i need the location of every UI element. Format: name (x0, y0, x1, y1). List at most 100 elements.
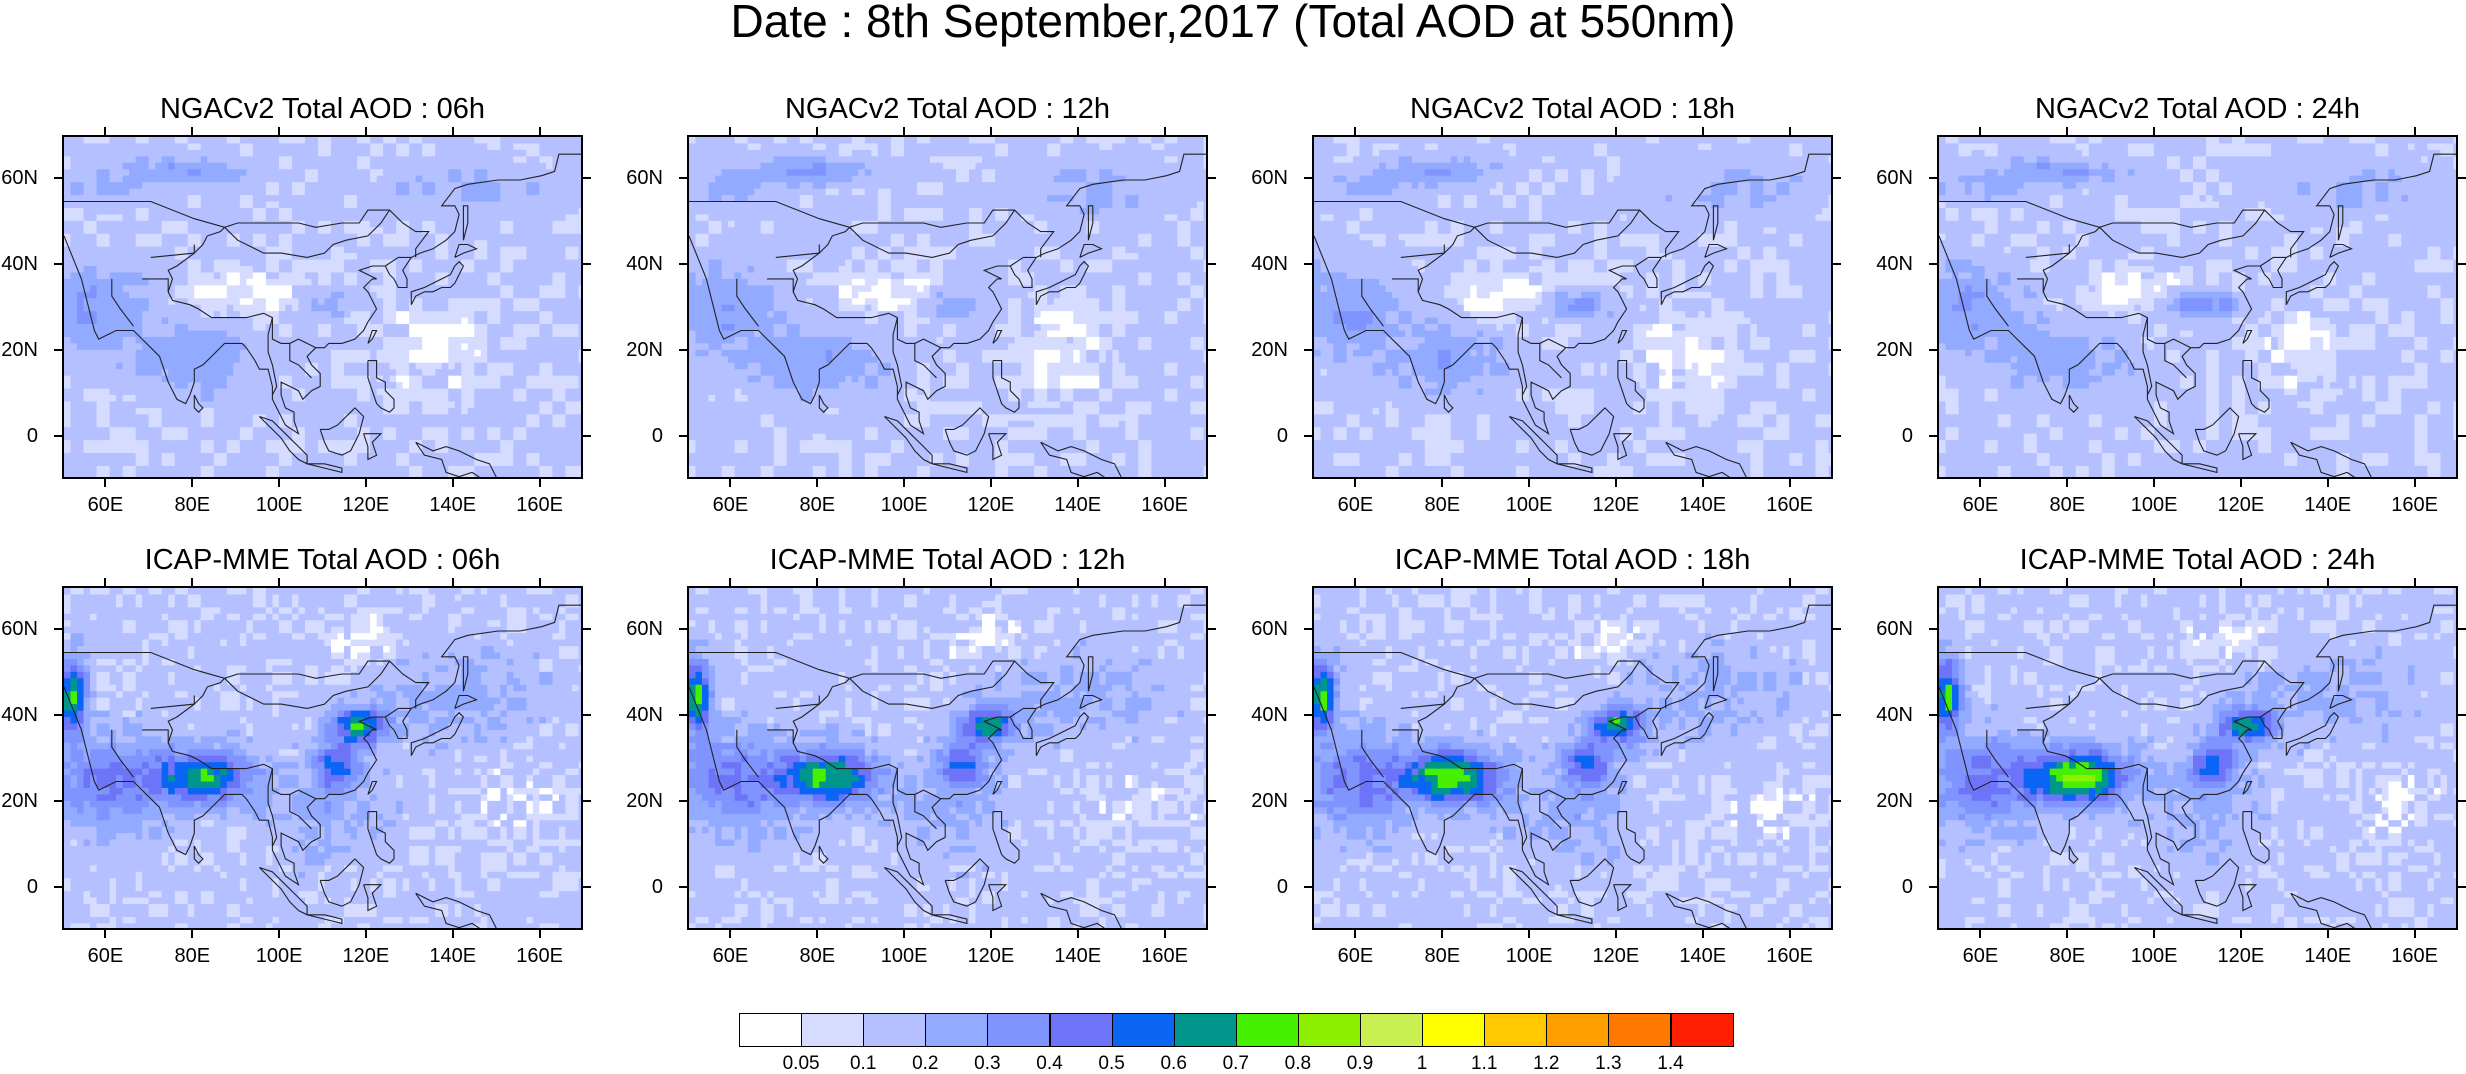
lat-label: 40N (0, 254, 38, 274)
colorbar-swatch (1298, 1013, 1361, 1047)
lon-label: 100E (2124, 946, 2184, 966)
lat-label: 60N (1248, 619, 1288, 639)
colorbar-label: 1 (1392, 1054, 1452, 1074)
lon-label: 100E (2124, 495, 2184, 515)
lon-tick (816, 930, 818, 938)
lon-label: 100E (249, 495, 309, 515)
lon-tick (2414, 930, 2416, 938)
lon-label: 80E (2037, 495, 2097, 515)
colorbar-label: 0.05 (771, 1054, 831, 1074)
lon-label: 160E (1135, 946, 1195, 966)
panel-title: NGACv2 Total AOD : 06h (23, 94, 623, 124)
lon-tick (1979, 578, 1981, 586)
lat-label: 20N (0, 791, 38, 811)
colorbar-swatch (1484, 1013, 1547, 1047)
lon-label: 120E (2211, 946, 2271, 966)
aod-map (62, 135, 583, 479)
lon-tick (990, 930, 992, 938)
lon-tick (2414, 127, 2416, 135)
colorbar-swatch (801, 1013, 864, 1047)
lon-tick (278, 930, 280, 938)
lat-tick (1208, 435, 1216, 437)
colorbar-swatch (987, 1013, 1050, 1047)
lon-label: 160E (1760, 946, 1820, 966)
lat-tick (679, 435, 687, 437)
lon-tick (1789, 127, 1791, 135)
lat-tick (2458, 349, 2466, 351)
lat-label: 0 (1873, 426, 1913, 446)
lon-tick (104, 479, 106, 487)
aod-map (62, 586, 583, 930)
colorbar-swatch (1360, 1013, 1423, 1047)
lon-tick (1354, 127, 1356, 135)
lon-tick (2066, 930, 2068, 938)
lon-tick (816, 578, 818, 586)
colorbar-label: 1.2 (1516, 1054, 1576, 1074)
aod-map (1937, 586, 2458, 930)
lat-tick (583, 263, 591, 265)
lon-tick (539, 479, 541, 487)
lat-tick (1208, 628, 1216, 630)
lon-tick (729, 479, 731, 487)
lon-label: 140E (1673, 495, 1733, 515)
lat-tick (1833, 435, 1841, 437)
lon-label: 60E (700, 946, 760, 966)
lon-tick (365, 127, 367, 135)
lon-tick (1441, 479, 1443, 487)
lat-tick (1929, 349, 1937, 351)
lon-label: 60E (1950, 946, 2010, 966)
lat-tick (1304, 628, 1312, 630)
panel-title: NGACv2 Total AOD : 18h (1273, 94, 1873, 124)
lat-tick (1833, 349, 1841, 351)
lat-tick (1833, 177, 1841, 179)
aod-map (1937, 135, 2458, 479)
lon-tick (2414, 479, 2416, 487)
lon-tick (365, 578, 367, 586)
lat-tick (2458, 800, 2466, 802)
lon-tick (452, 930, 454, 938)
lon-tick (816, 127, 818, 135)
lat-label: 40N (1873, 254, 1913, 274)
lat-label: 60N (0, 168, 38, 188)
aod-map-canvas (1314, 588, 1833, 930)
colorbar-label: 0.5 (1082, 1054, 1142, 1074)
lat-tick (1304, 800, 1312, 802)
lat-tick (1833, 886, 1841, 888)
lat-label: 20N (1248, 791, 1288, 811)
lat-tick (679, 177, 687, 179)
lat-tick (583, 177, 591, 179)
lon-tick (2153, 127, 2155, 135)
aod-map-canvas (64, 137, 583, 479)
lon-tick (1164, 127, 1166, 135)
lon-tick (365, 930, 367, 938)
lon-label: 160E (1760, 495, 1820, 515)
lon-tick (903, 578, 905, 586)
lon-label: 160E (510, 946, 570, 966)
lon-tick (1441, 127, 1443, 135)
lon-tick (1164, 479, 1166, 487)
lon-label: 100E (1499, 495, 1559, 515)
lon-label: 140E (423, 946, 483, 966)
lon-tick (1354, 578, 1356, 586)
lon-label: 140E (1673, 946, 1733, 966)
lat-tick (679, 263, 687, 265)
lon-tick (1979, 479, 1981, 487)
colorbar-label: 0.2 (895, 1054, 955, 1074)
lat-tick (1208, 714, 1216, 716)
lon-tick (2066, 578, 2068, 586)
lat-tick (54, 177, 62, 179)
lat-tick (2458, 886, 2466, 888)
colorbar-label: 0.4 (1020, 1054, 1080, 1074)
lat-tick (1833, 628, 1841, 630)
lon-label: 100E (874, 946, 934, 966)
lat-label: 20N (0, 340, 38, 360)
lat-tick (679, 714, 687, 716)
lon-tick (2240, 578, 2242, 586)
lon-tick (452, 127, 454, 135)
lon-label: 80E (787, 946, 847, 966)
lon-label: 80E (1412, 495, 1472, 515)
lat-label: 60N (1248, 168, 1288, 188)
lon-label: 80E (1412, 946, 1472, 966)
lat-tick (1208, 349, 1216, 351)
lon-label: 120E (336, 946, 396, 966)
